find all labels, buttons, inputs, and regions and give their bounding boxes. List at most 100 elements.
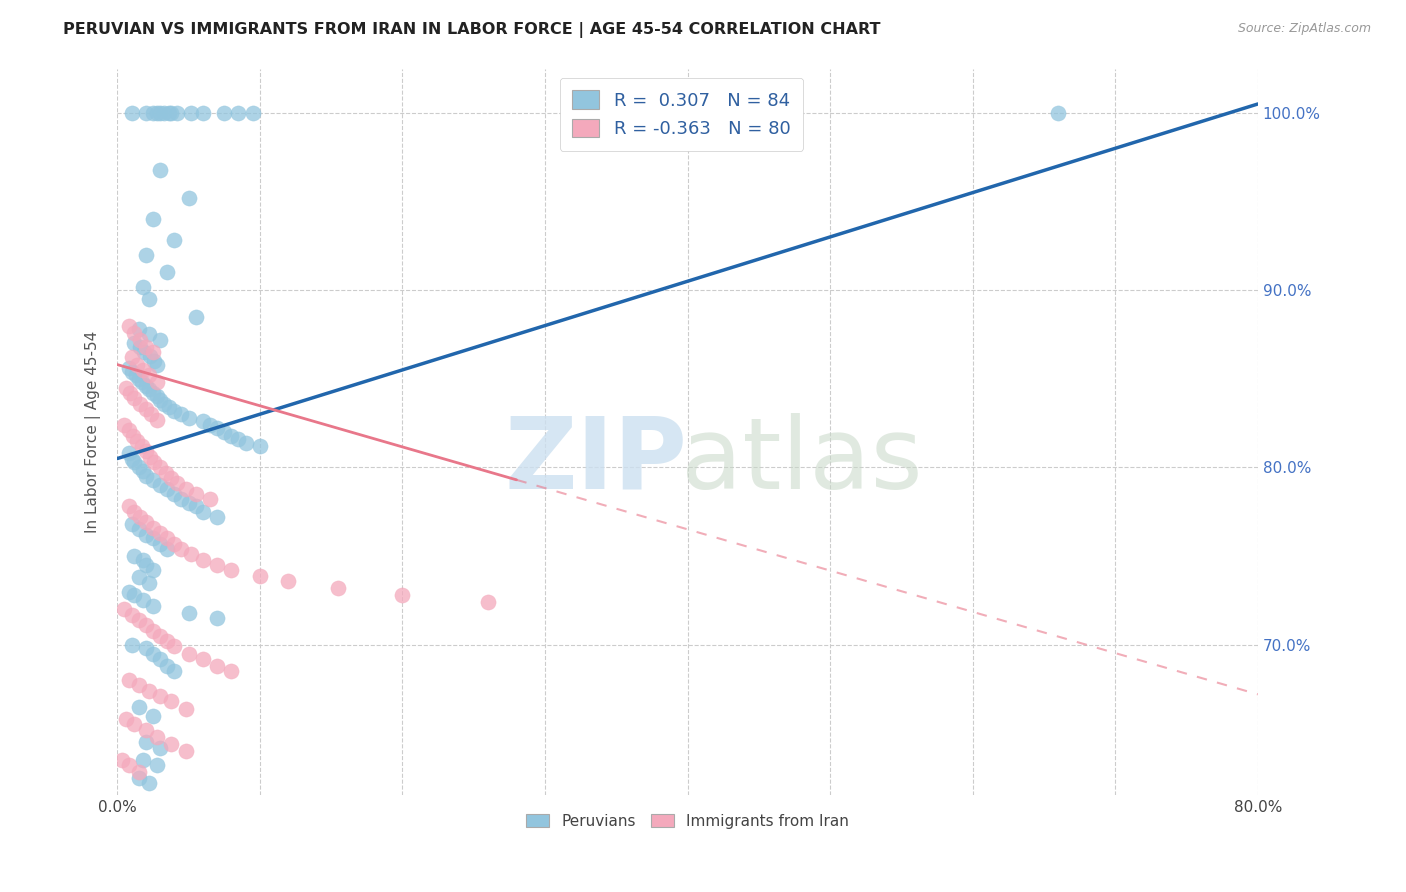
- Point: [174, 701, 197, 715]
- Point: [170, 407, 193, 421]
- Point: [118, 500, 141, 514]
- Point: [120, 386, 142, 401]
- Point: [128, 523, 150, 537]
- Point: [198, 492, 221, 507]
- Point: [1047, 106, 1070, 120]
- Point: [177, 496, 200, 510]
- Point: [184, 487, 207, 501]
- Point: [170, 541, 193, 556]
- Point: [142, 624, 165, 638]
- Point: [138, 368, 160, 383]
- Point: [149, 333, 172, 347]
- Point: [170, 492, 193, 507]
- Point: [135, 735, 157, 749]
- Point: [124, 336, 146, 351]
- Point: [249, 568, 271, 582]
- Point: [142, 708, 165, 723]
- Point: [146, 376, 169, 390]
- Point: [131, 376, 153, 390]
- Point: [198, 417, 221, 432]
- Point: [118, 361, 141, 376]
- Point: [128, 678, 150, 692]
- Point: [156, 532, 179, 546]
- Point: [156, 265, 179, 279]
- Point: [124, 505, 146, 519]
- Point: [156, 541, 179, 556]
- Point: [166, 476, 188, 491]
- Point: [138, 575, 160, 590]
- Point: [135, 516, 157, 530]
- Point: [139, 349, 162, 363]
- Text: Source: ZipAtlas.com: Source: ZipAtlas.com: [1237, 22, 1371, 36]
- Point: [135, 469, 157, 483]
- Point: [141, 407, 163, 421]
- Point: [146, 106, 169, 120]
- Point: [149, 740, 172, 755]
- Point: [128, 765, 150, 780]
- Point: [149, 106, 172, 120]
- Point: [132, 464, 155, 478]
- Point: [124, 391, 146, 405]
- Point: [121, 351, 143, 365]
- Point: [149, 629, 172, 643]
- Point: [180, 106, 202, 120]
- Point: [177, 191, 200, 205]
- Point: [157, 400, 180, 414]
- Point: [163, 665, 186, 679]
- Point: [138, 776, 160, 790]
- Point: [118, 446, 141, 460]
- Point: [184, 500, 207, 514]
- Point: [146, 390, 169, 404]
- Point: [139, 450, 162, 464]
- Point: [138, 327, 160, 342]
- Point: [132, 753, 155, 767]
- Point: [118, 423, 141, 437]
- Point: [135, 106, 157, 120]
- Point: [112, 602, 135, 616]
- Point: [118, 673, 141, 688]
- Point: [156, 659, 179, 673]
- Point: [228, 106, 250, 120]
- Point: [221, 563, 243, 577]
- Point: [205, 558, 228, 572]
- Point: [134, 345, 156, 359]
- Point: [125, 368, 148, 383]
- Point: [124, 717, 146, 731]
- Point: [129, 340, 152, 354]
- Point: [132, 593, 155, 607]
- Point: [163, 234, 186, 248]
- Point: [163, 403, 186, 417]
- Point: [146, 358, 169, 372]
- Point: [138, 683, 160, 698]
- Point: [163, 536, 186, 550]
- Point: [174, 482, 197, 496]
- Point: [142, 599, 165, 613]
- Legend: Peruvians, Immigrants from Iran: Peruvians, Immigrants from Iran: [520, 808, 855, 835]
- Point: [122, 428, 145, 442]
- Point: [121, 607, 143, 622]
- Y-axis label: In Labor Force | Age 45-54: In Labor Force | Age 45-54: [86, 331, 101, 533]
- Point: [163, 640, 186, 654]
- Text: atlas: atlas: [681, 412, 922, 509]
- Point: [149, 392, 172, 407]
- Point: [177, 647, 200, 661]
- Point: [128, 322, 150, 336]
- Point: [124, 549, 146, 563]
- Point: [118, 584, 141, 599]
- Point: [146, 412, 169, 426]
- Point: [149, 689, 172, 703]
- Point: [132, 363, 155, 377]
- Point: [114, 712, 136, 726]
- Point: [142, 106, 165, 120]
- Point: [166, 106, 188, 120]
- Point: [277, 574, 299, 588]
- Point: [138, 292, 160, 306]
- Point: [131, 439, 153, 453]
- Point: [177, 606, 200, 620]
- Point: [177, 410, 200, 425]
- Point: [135, 723, 157, 737]
- Point: [124, 455, 146, 469]
- Point: [127, 434, 149, 448]
- Point: [128, 699, 150, 714]
- Point: [128, 570, 150, 584]
